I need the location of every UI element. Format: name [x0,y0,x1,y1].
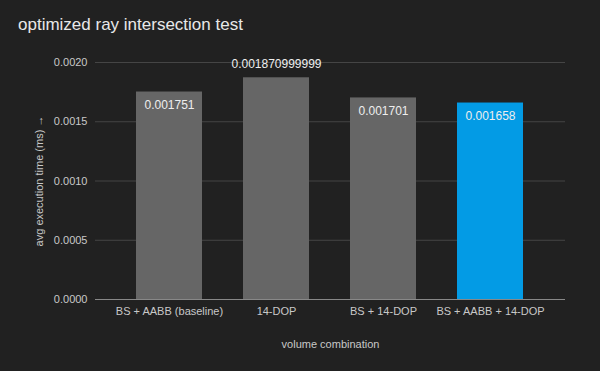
svg-text:0.001751: 0.001751 [144,98,194,112]
svg-text:14-DOP: 14-DOP [257,305,297,317]
svg-text:0.0005: 0.0005 [54,234,88,246]
svg-text:BS + AABB + 14-DOP: BS + AABB + 14-DOP [436,305,544,317]
svg-text:volume combination: volume combination [282,338,380,350]
svg-text:0.001701: 0.001701 [358,104,408,118]
svg-text:avg execution time (ms) →: avg execution time (ms) → [33,116,45,247]
svg-text:BS + 14-DOP: BS + 14-DOP [350,305,417,317]
svg-text:0.0015: 0.0015 [54,115,88,127]
svg-text:0.0010: 0.0010 [54,175,88,187]
svg-text:0.001870999999: 0.001870999999 [231,57,321,71]
html-text:optimized ray intersection tes: optimized ray intersection test [18,15,243,34]
svg-text:0.0020: 0.0020 [54,56,88,68]
svg-text:0.001658: 0.001658 [465,109,515,123]
svg-text:BS + AABB (baseline): BS + AABB (baseline) [116,305,223,317]
svg-text:0.0000: 0.0000 [54,293,88,305]
